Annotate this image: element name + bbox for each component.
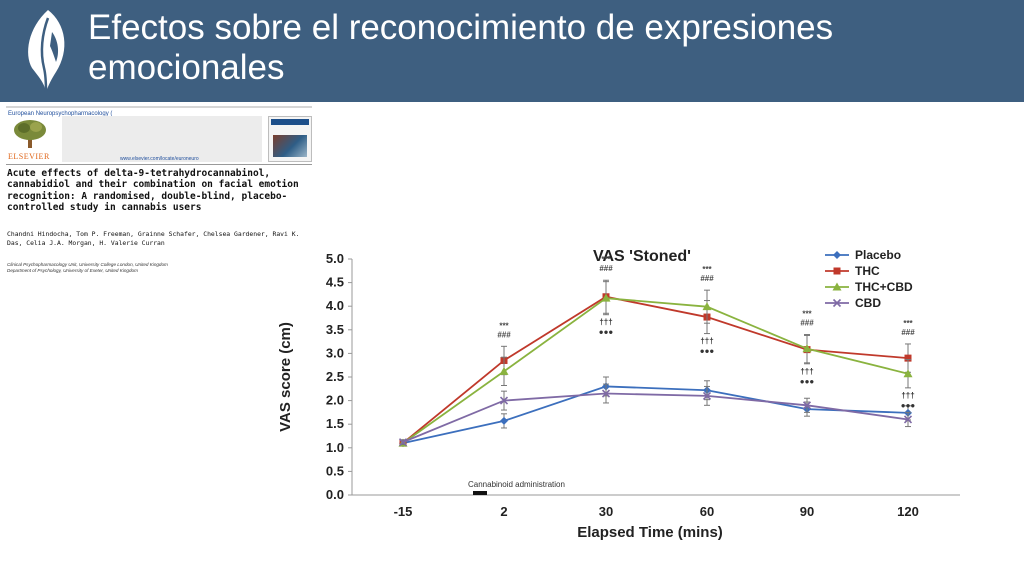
thc-cbd-data-point	[903, 369, 913, 378]
y-tick-label: 1.0	[326, 440, 344, 455]
y-tick-label: 1.5	[326, 416, 344, 431]
chart-title: VAS 'Stoned'	[593, 248, 691, 265]
cbd-data-point	[802, 401, 812, 410]
thc-cbd-series-line	[402, 297, 909, 444]
significance-mark: ***	[499, 321, 509, 330]
significance-mark: †††	[901, 391, 914, 400]
y-tick-label: 4.5	[326, 275, 344, 290]
y-tick-label: 2.0	[326, 393, 344, 408]
cbd-data-point	[903, 415, 913, 424]
thc-cbd-data-point	[802, 344, 812, 353]
paper-excerpt: European Neuropsychopharmacology ( ELSEV…	[0, 102, 318, 282]
cbd-data-point	[702, 391, 712, 400]
legend-thc-marker	[833, 267, 841, 275]
y-tick-label: 4.0	[326, 298, 344, 313]
article-title: Acute effects of delta-9-tetrahydrocanna…	[7, 168, 299, 214]
journal-name: European Neuropsychopharmacology (	[8, 111, 113, 117]
x-axis-label: Elapsed Time (mins)	[577, 524, 723, 541]
vas-stoned-chart: 0.0 0.5 1.0 1.5 2.0 2.5 3.0 3.5 4.0 4.5 5.0 -15 2 30 6…	[277, 248, 960, 541]
cover-image	[273, 135, 307, 157]
significance-mark: †††	[599, 318, 612, 327]
y-tick-label: 3.5	[326, 322, 344, 337]
thc-cbd-data-point	[499, 366, 509, 375]
significance-mark: †††	[800, 367, 813, 376]
y-tick-label: 0.5	[326, 463, 344, 478]
thc-data-point	[904, 354, 912, 362]
administration-annotation: Cannabinoid administration	[468, 480, 565, 489]
x-tick-label: 90	[800, 504, 814, 519]
x-tick-label: 2	[500, 504, 507, 519]
article-affiliations: Clinical Psychopharmacology Unit, Univer…	[7, 262, 307, 273]
elsevier-tree-icon	[14, 120, 46, 148]
y-tick-label: 3.0	[326, 345, 344, 360]
significance-mark: ***	[802, 310, 812, 319]
cbd-data-point	[601, 389, 611, 398]
leaf-face-logo-icon	[28, 10, 65, 93]
significance-mark: ***	[903, 319, 913, 328]
y-axis-label: VAS score (cm)	[277, 322, 294, 432]
placebo-series-line	[402, 385, 909, 444]
y-tick-label: 2.5	[326, 369, 344, 384]
cbd-data-point	[499, 396, 509, 405]
paper-divider	[6, 164, 312, 165]
x-tick-label: 30	[599, 504, 613, 519]
y-tick-label: 5.0	[326, 251, 344, 266]
significance-mark: ###	[700, 274, 714, 283]
cbd-series-line	[402, 392, 909, 443]
cover-band	[271, 119, 309, 125]
significance-mark: ●●●	[800, 377, 815, 386]
cbd-data-point	[398, 438, 408, 447]
significance-mark: ###	[800, 319, 814, 328]
significance-mark: ●●●	[901, 401, 916, 410]
legend-cbd-marker	[832, 298, 842, 308]
thc-series-line	[402, 295, 909, 444]
journal-cover-thumbnail	[268, 116, 312, 162]
affiliation-2: Department of Psychology, University of …	[7, 267, 138, 273]
x-tick-label: -15	[394, 504, 413, 519]
slide-header: Efectos sobre el reconocimiento de expre…	[0, 0, 1024, 102]
y-tick-label: 0.0	[326, 487, 344, 502]
legend-placebo-label: Placebo	[855, 248, 901, 262]
thc-cbd-data-point	[601, 293, 611, 302]
legend-thc-label: THC	[855, 264, 880, 278]
significance-mark: ●●●	[599, 328, 614, 337]
journal-header-box	[62, 116, 262, 162]
x-tick-label: 60	[700, 504, 714, 519]
significance-mark: ###	[599, 264, 613, 273]
x-tick-label: 120	[897, 504, 919, 519]
significance-mark: ●●●	[700, 347, 715, 356]
significance-mark: ###	[497, 330, 511, 339]
thc-cbd-data-point	[702, 302, 712, 311]
significance-mark: ###	[901, 328, 915, 337]
journal-website: www.elsevier.com/locate/euroneuro	[120, 156, 199, 162]
legend-cbd-label: CBD	[855, 296, 881, 310]
slide-title: Efectos sobre el reconocimiento de expre…	[88, 8, 834, 87]
legend-placebo-marker	[833, 251, 841, 259]
legend-thc-cbd-marker	[832, 282, 842, 291]
legend-thc-cbd-label: THC+CBD	[855, 280, 913, 294]
significance-mark: †††	[700, 337, 713, 346]
placebo-data-point	[500, 416, 508, 425]
article-authors: Chandni Hindocha, Tom P. Freeman, Grainn…	[7, 230, 300, 247]
paper-top-rule	[6, 106, 312, 108]
publisher-name: ELSEVIER	[8, 152, 50, 161]
administration-bar	[473, 491, 487, 495]
significance-mark: ***	[702, 265, 712, 274]
significance-mark: ***	[601, 255, 611, 264]
affiliation-1: Clinical Psychopharmacology Unit, Univer…	[7, 262, 168, 267]
